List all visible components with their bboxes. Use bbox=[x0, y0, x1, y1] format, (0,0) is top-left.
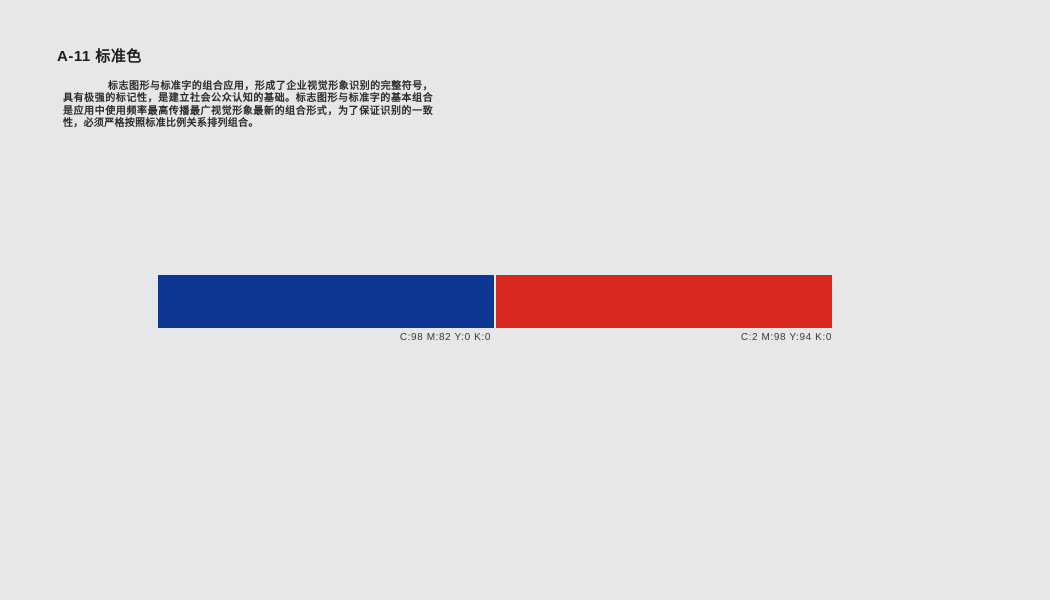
cmyk-label-red: C:2 M:98 Y:94 K:0 bbox=[740, 332, 832, 343]
intro-paragraph: 标志图形与标准字的组合应用，形成了企业视觉形象识别的完整符号，具有极强的标记性，… bbox=[63, 81, 433, 129]
color-swatch-red bbox=[496, 275, 832, 328]
color-swatch-blue bbox=[158, 275, 494, 328]
cmyk-label-blue: C:98 M:82 Y:0 K:0 bbox=[399, 332, 491, 343]
page-title: A-11 标准色 bbox=[57, 48, 142, 65]
